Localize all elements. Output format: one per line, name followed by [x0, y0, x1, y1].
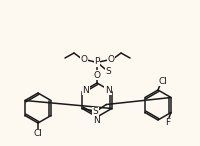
Text: O: O [108, 55, 114, 65]
Text: N: N [105, 86, 112, 95]
Text: O: O [94, 71, 101, 80]
Text: F: F [165, 118, 171, 127]
Text: N: N [82, 86, 89, 95]
Text: S: S [105, 66, 111, 75]
Text: O: O [80, 55, 88, 65]
Text: Cl: Cl [159, 77, 167, 86]
Text: Cl: Cl [34, 130, 42, 139]
Text: S: S [92, 107, 98, 116]
Text: N: N [94, 116, 100, 125]
Text: P: P [94, 58, 100, 66]
